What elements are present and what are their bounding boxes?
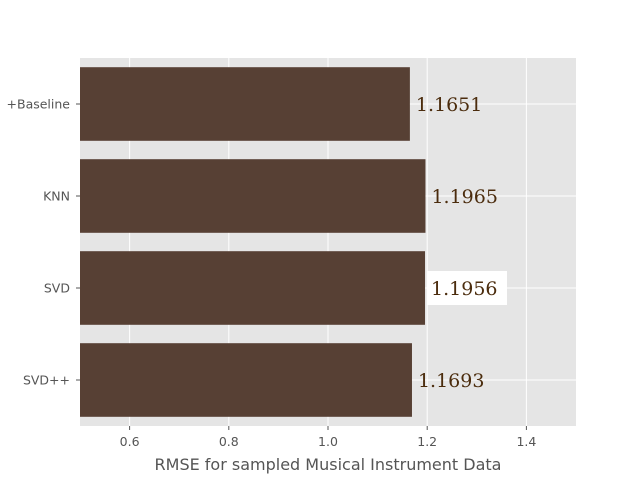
data-label: 1.1693 [418,370,484,392]
y-tick-label: KNN [43,189,70,204]
x-axis-title: RMSE for sampled Musical Instrument Data [155,455,502,474]
y-tick-labels: +Baseline KNN SVD SVD++ [7,97,80,388]
x-tick-label: 1.4 [516,434,536,449]
data-label-highlight-box [427,271,508,305]
data-label: 1.1956 [431,278,497,300]
x-tick-label: 0.8 [219,434,239,449]
data-labels: 1.1651 1.1965 1.1956 1.1693 [416,94,508,392]
y-tick-label: SVD [44,281,70,296]
x-tick-label: 1.2 [417,434,437,449]
y-tick-label: SVD++ [23,373,70,388]
bar [80,343,412,417]
bar [80,251,426,325]
x-tick-label: 0.6 [120,434,140,449]
y-tick-label: +Baseline [7,97,71,112]
x-tick-labels: 0.6 0.8 1.0 1.2 1.4 [120,426,536,449]
data-label: 1.1651 [416,94,482,116]
bars [80,67,426,417]
data-label: 1.1965 [431,186,497,208]
x-tick-label: 1.0 [318,434,338,449]
bar [80,67,410,141]
bar [80,159,426,233]
